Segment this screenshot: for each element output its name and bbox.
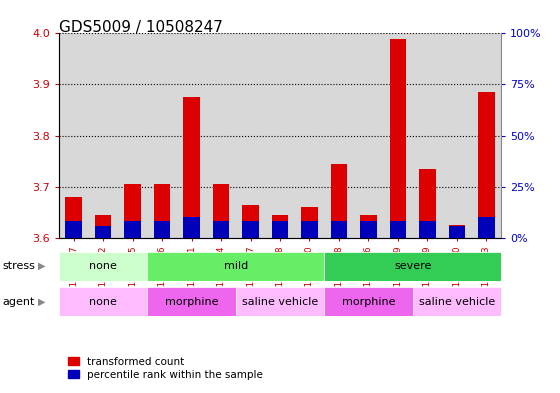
Text: mild: mild [223, 261, 248, 271]
Bar [124, 184, 141, 238]
Bar [154, 221, 170, 238]
Bar [413, 33, 442, 238]
Text: morphine: morphine [342, 297, 395, 307]
Bar [331, 221, 347, 238]
Bar [361, 215, 376, 238]
Bar [147, 252, 324, 281]
Bar [449, 226, 465, 238]
Bar [472, 33, 501, 238]
Bar [478, 92, 494, 238]
Bar [272, 221, 288, 238]
Bar [206, 33, 236, 238]
Bar [324, 252, 501, 281]
Bar [95, 226, 111, 238]
Legend: transformed count, percentile rank within the sample: transformed count, percentile rank withi… [64, 353, 267, 384]
Bar [449, 225, 465, 238]
Bar [88, 33, 118, 238]
Bar [124, 221, 141, 238]
Bar [59, 252, 147, 281]
Bar [177, 33, 206, 238]
Bar [242, 221, 259, 238]
Text: morphine: morphine [165, 297, 218, 307]
Bar [213, 184, 229, 238]
Bar [324, 287, 413, 316]
Text: severe: severe [394, 261, 431, 271]
Bar [419, 221, 436, 238]
Bar [324, 33, 354, 238]
Bar [442, 33, 472, 238]
Bar [478, 217, 494, 238]
Bar [413, 287, 501, 316]
Text: agent: agent [3, 297, 35, 307]
Bar [301, 207, 318, 238]
Bar [242, 204, 259, 238]
Text: GDS5009 / 10508247: GDS5009 / 10508247 [59, 20, 223, 35]
Text: ▶: ▶ [38, 297, 45, 307]
Bar [236, 287, 324, 316]
Bar [354, 33, 383, 238]
Bar [361, 221, 376, 238]
Bar [419, 169, 436, 238]
Bar [265, 33, 295, 238]
Bar [236, 33, 265, 238]
Bar [66, 221, 82, 238]
Bar [272, 215, 288, 238]
Text: saline vehicle: saline vehicle [419, 297, 495, 307]
Bar [213, 221, 229, 238]
Text: saline vehicle: saline vehicle [242, 297, 318, 307]
Bar [184, 217, 199, 238]
Bar [147, 287, 236, 316]
Text: ▶: ▶ [38, 261, 45, 271]
Text: none: none [89, 261, 117, 271]
Bar [66, 197, 82, 238]
Bar [95, 215, 111, 238]
Bar [59, 33, 88, 238]
Bar [301, 221, 318, 238]
Bar [390, 39, 406, 238]
Bar [118, 33, 147, 238]
Text: stress: stress [3, 261, 36, 271]
Bar [59, 287, 147, 316]
Bar [383, 33, 413, 238]
Bar [295, 33, 324, 238]
Bar [154, 184, 170, 238]
Bar [390, 221, 406, 238]
Bar [331, 163, 347, 238]
Text: none: none [89, 297, 117, 307]
Bar [184, 97, 199, 238]
Bar [147, 33, 177, 238]
